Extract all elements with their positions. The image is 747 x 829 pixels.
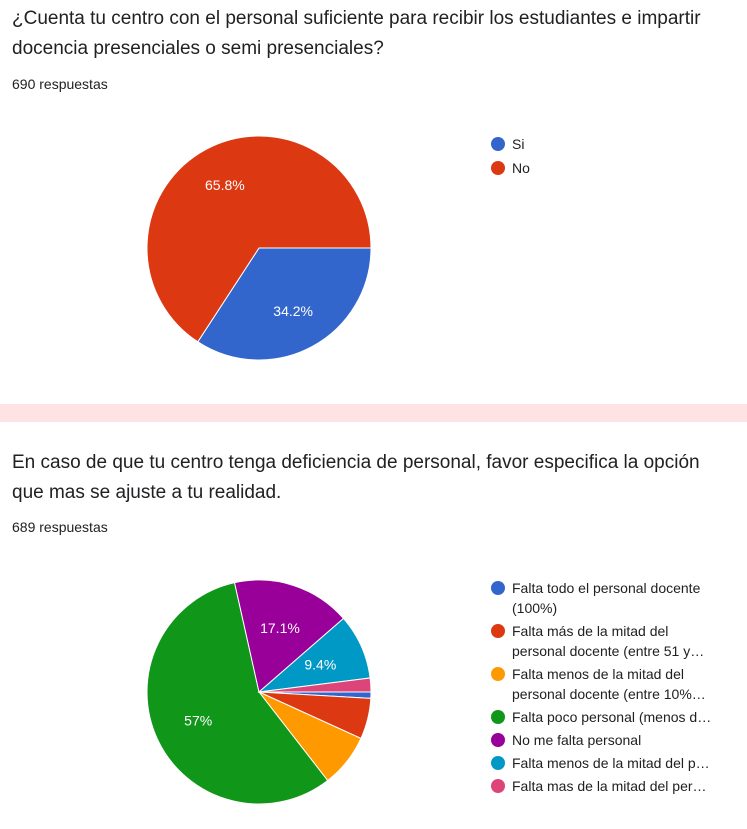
chart-legend-2: Falta todo el personal docente (100%) Fal… [491, 578, 724, 799]
legend-swatch [491, 756, 505, 770]
legend-label: Falta mas de la mitad del per… [512, 776, 724, 796]
legend-item[interactable]: Falta poco personal (menos d… [491, 707, 724, 727]
question-card-1: ¿Cuenta tu centro con el personal sufici… [0, 0, 747, 404]
legend-label: Si [512, 134, 724, 154]
legend-item[interactable]: Falta mas de la mitad del per… [491, 776, 724, 796]
slice-value-label: 57% [184, 713, 212, 729]
legend-swatch [491, 710, 505, 724]
section-divider [0, 404, 747, 422]
legend-item[interactable]: Falta más de la mitad del personal docen… [491, 621, 724, 661]
legend-label: Falta menos de la mitad del p… [512, 753, 724, 773]
legend-swatch [491, 667, 505, 681]
legend-label: Falta todo el personal docente (100%) [512, 578, 724, 618]
legend-item[interactable]: No me falta personal [491, 730, 724, 750]
legend-label: No [512, 158, 724, 178]
legend-label: Falta poco personal (menos d… [512, 707, 724, 727]
legend-item[interactable]: Falta menos de la mitad del personal doc… [491, 664, 724, 704]
chart-legend-1: Si No [491, 134, 724, 182]
slice-value-label: 34.2% [273, 303, 313, 319]
legend-item[interactable]: No [491, 158, 724, 178]
legend-swatch [491, 733, 505, 747]
legend-label: Falta más de la mitad del personal docen… [512, 621, 724, 661]
question-card-2: En caso de que tu centro tenga deficienc… [0, 422, 747, 829]
legend-item[interactable]: Falta menos de la mitad del p… [491, 753, 724, 773]
legend-swatch [491, 624, 505, 638]
legend-swatch [491, 137, 505, 151]
legend-swatch [491, 581, 505, 595]
slice-value-label: 9.4% [304, 657, 336, 673]
pie-chart-1: 34.2% 65.8% [0, 0, 747, 404]
legend-swatch [491, 161, 505, 175]
slice-value-label: 17.1% [260, 620, 300, 636]
legend-item[interactable]: Si [491, 134, 724, 154]
legend-item[interactable]: Falta todo el personal docente (100%) [491, 578, 724, 618]
legend-swatch [491, 779, 505, 793]
legend-label: Falta menos de la mitad del personal doc… [512, 664, 724, 704]
slice-value-label: 65.8% [205, 177, 245, 193]
legend-label: No me falta personal [512, 730, 724, 750]
